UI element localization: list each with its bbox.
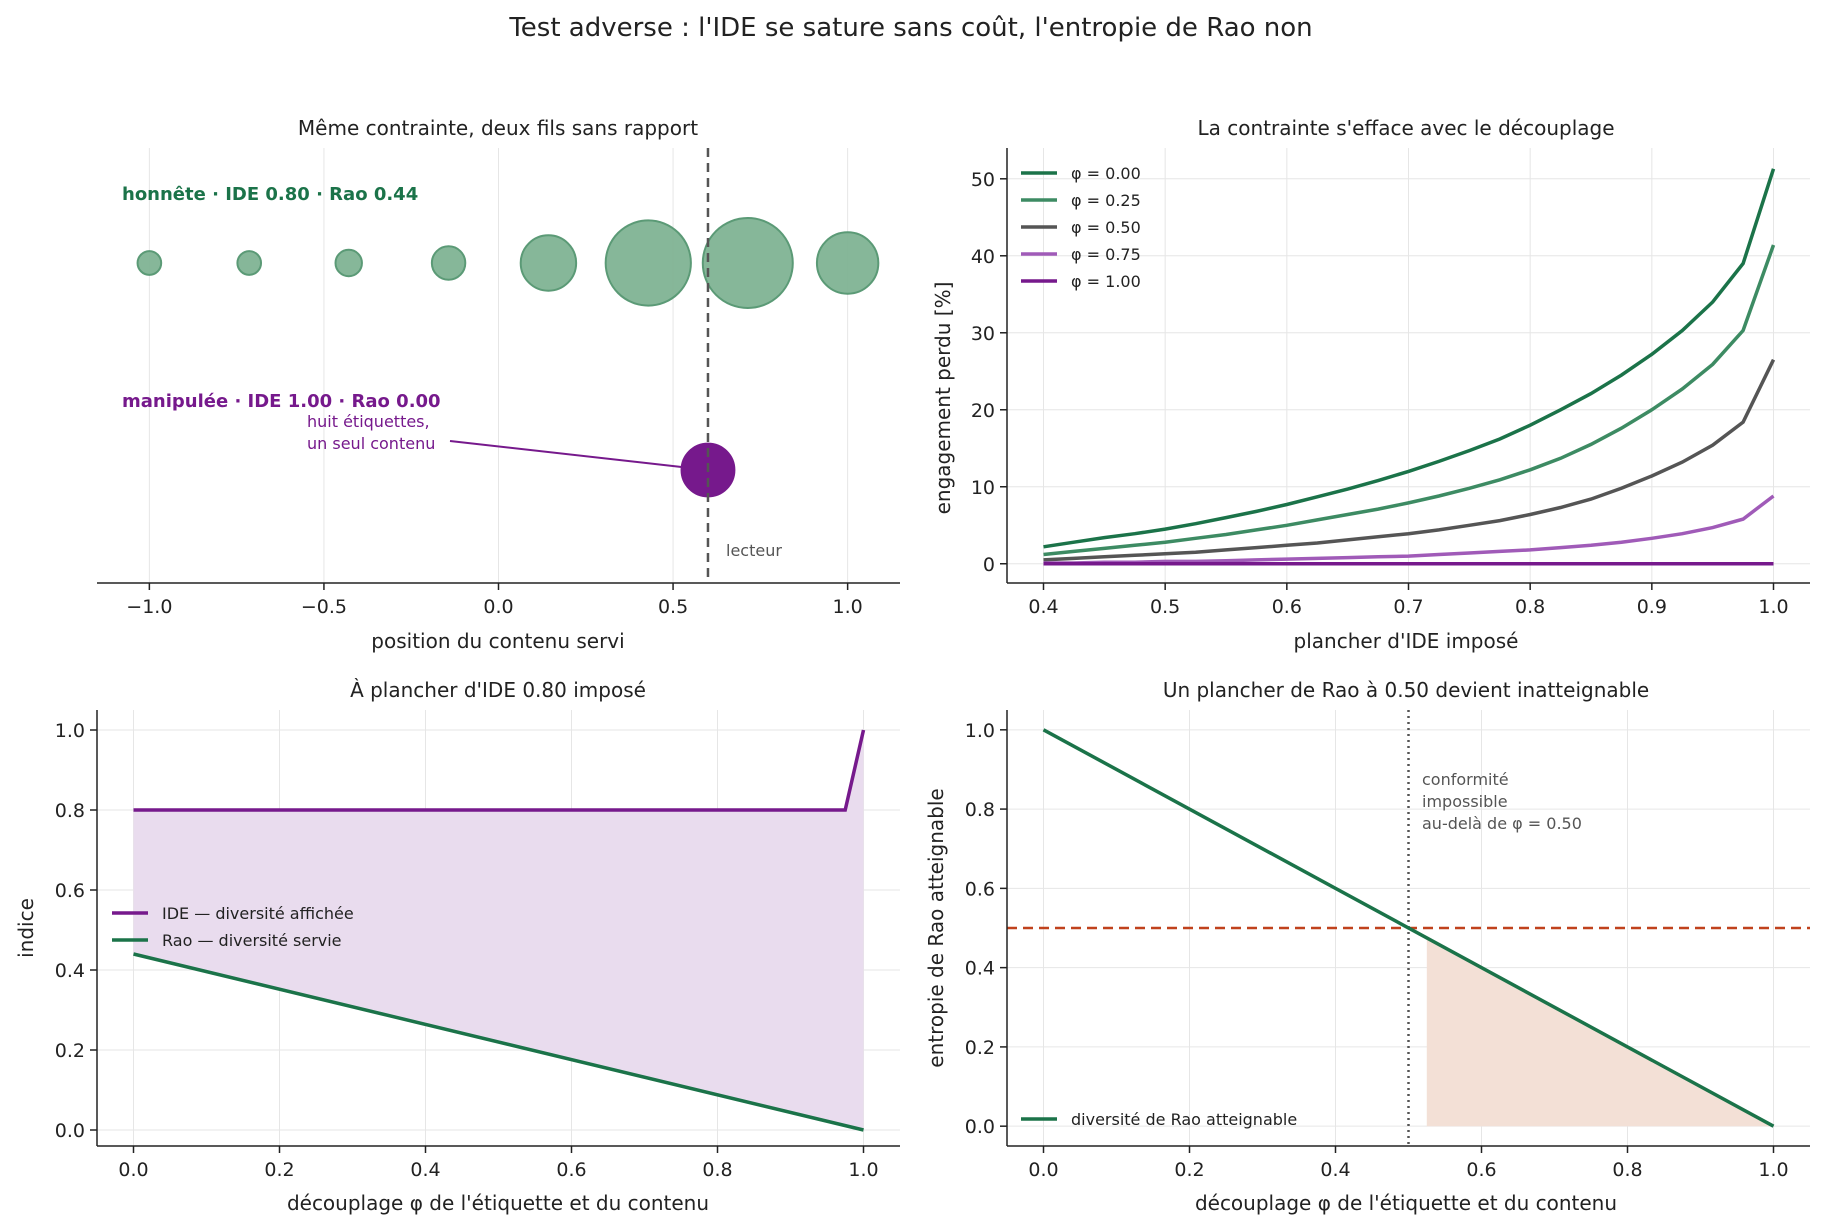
panel-c-xtick-label: 0.4 — [410, 1159, 440, 1181]
panel-c-xtick-label: 0.2 — [264, 1159, 294, 1181]
panel-b-ytick-label: 20 — [971, 400, 995, 422]
panel-b-xtick-label: 0.7 — [1393, 596, 1423, 618]
panel-b-legend-label: φ = 1.00 — [1071, 272, 1141, 291]
rao-annotation-line-1: conformité — [1422, 770, 1509, 789]
panel-d-ytick-label: 0.8 — [965, 799, 995, 821]
panel-b-legend-label: φ = 0.50 — [1071, 218, 1141, 237]
panel-b-xlabel: plancher d'IDE imposé — [1294, 629, 1519, 653]
honest-bubble — [334, 248, 363, 278]
panel-d-xtick-label: 1.0 — [1758, 1159, 1788, 1181]
gap-area — [133, 730, 864, 1130]
panel-c-legend-label: IDE — diversité affichée — [162, 904, 354, 923]
engagement-line-2 — [1043, 358, 1776, 562]
panel-d-xtick-label: 0.8 — [1612, 1159, 1642, 1181]
panel-b-xtick-label: 0.6 — [1272, 596, 1302, 618]
panel-a-xtick-label: 0.5 — [658, 596, 688, 618]
panel-d-ytick-label: 1.0 — [965, 720, 995, 742]
panel-a-xtick-label: −0.5 — [301, 596, 347, 618]
panel-b-xtick-label: 0.8 — [1515, 596, 1545, 618]
honest-bubble — [519, 234, 578, 292]
panel-d-xtick-label: 0.2 — [1174, 1159, 1204, 1181]
panel-d-xtick-label: 0.4 — [1320, 1159, 1350, 1181]
panel-index: À plancher d'IDE 0.80 imposé 0.0 0.2 0.4 0.… — [14, 678, 900, 1215]
panel-bubbles: Même contrainte, deux fils sans rapport … — [97, 116, 900, 653]
panel-d-title: Un plancher de Rao à 0.50 devient inatte… — [1163, 678, 1649, 702]
panel-c-ylabel: indice — [14, 898, 38, 958]
rao-line — [133, 952, 864, 1132]
rao-annotation-line-2: impossible — [1422, 792, 1508, 811]
panel-d-legend: diversité de Rao atteignable — [1021, 1110, 1297, 1129]
ide-line — [133, 729, 866, 812]
honest-bubble — [815, 231, 880, 295]
panel-c-title: À plancher d'IDE 0.80 imposé — [350, 678, 646, 702]
honest-label: honnête · IDE 0.80 · Rao 0.44 — [122, 184, 418, 205]
panel-c-ytick-label: 0.2 — [55, 1040, 85, 1062]
panel-d-legend-label: diversité de Rao atteignable — [1071, 1110, 1297, 1129]
honest-bubble — [701, 217, 794, 309]
panel-c-xtick-label: 1.0 — [848, 1159, 878, 1181]
figure-suptitle: Test adverse : l'IDE se sature sans coût… — [508, 13, 1312, 43]
panel-b-ytick-label: 50 — [971, 169, 995, 191]
annotation-line-1: huit étiquettes, — [307, 412, 430, 431]
panel-d-ytick-label: 0.2 — [965, 1037, 995, 1059]
panel-b-ytick-label: 10 — [971, 477, 995, 499]
panel-c-legend-label: Rao — diversité servie — [162, 931, 342, 950]
annotation-line-2: un seul contenu — [307, 434, 435, 453]
reader-label: lecteur — [726, 541, 782, 560]
panel-rao: Un plancher de Rao à 0.50 devient inatte… — [924, 678, 1810, 1215]
panel-b-xtick-label: 1.0 — [1758, 596, 1788, 618]
panel-c-ytick-label: 0.4 — [55, 960, 85, 982]
panel-c-ytick-label: 0.0 — [55, 1120, 85, 1142]
panel-b-ytick-label: 30 — [971, 323, 995, 345]
panel-c-legend: IDE — diversité affichée Rao — diversité … — [112, 904, 354, 950]
panel-b-ylabel: engagement perdu [%] — [931, 282, 955, 515]
panel-a-title: Même contrainte, deux fils sans rapport — [298, 116, 698, 140]
panel-d-ylabel: entropie de Rao atteignable — [924, 788, 948, 1067]
panel-c-xtick-label: 0.0 — [118, 1159, 148, 1181]
panel-a-xtick-label: 0.0 — [483, 596, 513, 618]
honest-bubble — [604, 219, 692, 307]
panel-b-legend-label: φ = 0.75 — [1071, 245, 1141, 264]
engagement-line-0 — [1043, 168, 1776, 549]
panel-d-ytick-label: 0.6 — [965, 878, 995, 900]
panel-d-xtick-label: 0.0 — [1028, 1159, 1058, 1181]
engagement-line-1 — [1043, 244, 1776, 557]
engagement-line-3 — [1043, 494, 1775, 565]
panel-d-ytick-label: 0.0 — [965, 1116, 995, 1138]
panel-c-xtick-label: 0.6 — [556, 1159, 586, 1181]
panel-a-xtick-label: −1.0 — [126, 596, 172, 618]
panel-c-xtick-label: 0.8 — [702, 1159, 732, 1181]
honest-bubble — [136, 250, 163, 276]
panel-b-legend: φ = 0.00 φ = 0.25 φ = 0.50 φ = 0.75 φ = 1.00 — [1021, 164, 1141, 291]
honest-bubble — [430, 245, 467, 281]
panel-a-xtick-label: 1.0 — [833, 596, 863, 618]
panel-b-legend-label: φ = 0.25 — [1071, 191, 1141, 210]
panel-c-ytick-label: 0.8 — [55, 800, 85, 822]
panel-b-xtick-label: 0.4 — [1028, 596, 1058, 618]
rao-attainable-line — [1042, 728, 1775, 1128]
panel-c-xlabel: découplage φ de l'étiquette et du conten… — [287, 1191, 709, 1215]
panel-b-legend-label: φ = 0.00 — [1071, 164, 1141, 183]
annotation-arrow — [449, 440, 682, 468]
rao-annotation-line-3: au-delà de φ = 0.50 — [1422, 814, 1582, 833]
panel-d-ytick-label: 0.4 — [965, 958, 995, 980]
panel-b-title: La contrainte s'efface avec le découplag… — [1197, 116, 1614, 140]
panel-c-ytick-label: 1.0 — [55, 720, 85, 742]
panel-b-xtick-label: 0.5 — [1150, 596, 1180, 618]
panel-d-xlabel: découplage φ de l'étiquette et du conten… — [1195, 1191, 1617, 1215]
panel-c-ytick-label: 0.6 — [55, 880, 85, 902]
honest-bubble — [236, 250, 263, 276]
panel-engagement: La contrainte s'efface avec le découplag… — [931, 116, 1810, 653]
panel-b-ytick-label: 40 — [971, 246, 995, 268]
panel-a-xlabel: position du contenu servi — [371, 629, 624, 653]
panel-b-ytick-label: 0 — [983, 554, 995, 576]
panel-b-xtick-label: 0.9 — [1637, 596, 1667, 618]
panel-d-xtick-label: 0.6 — [1466, 1159, 1496, 1181]
manipulated-label: manipulée · IDE 1.00 · Rao 0.00 — [122, 391, 441, 412]
